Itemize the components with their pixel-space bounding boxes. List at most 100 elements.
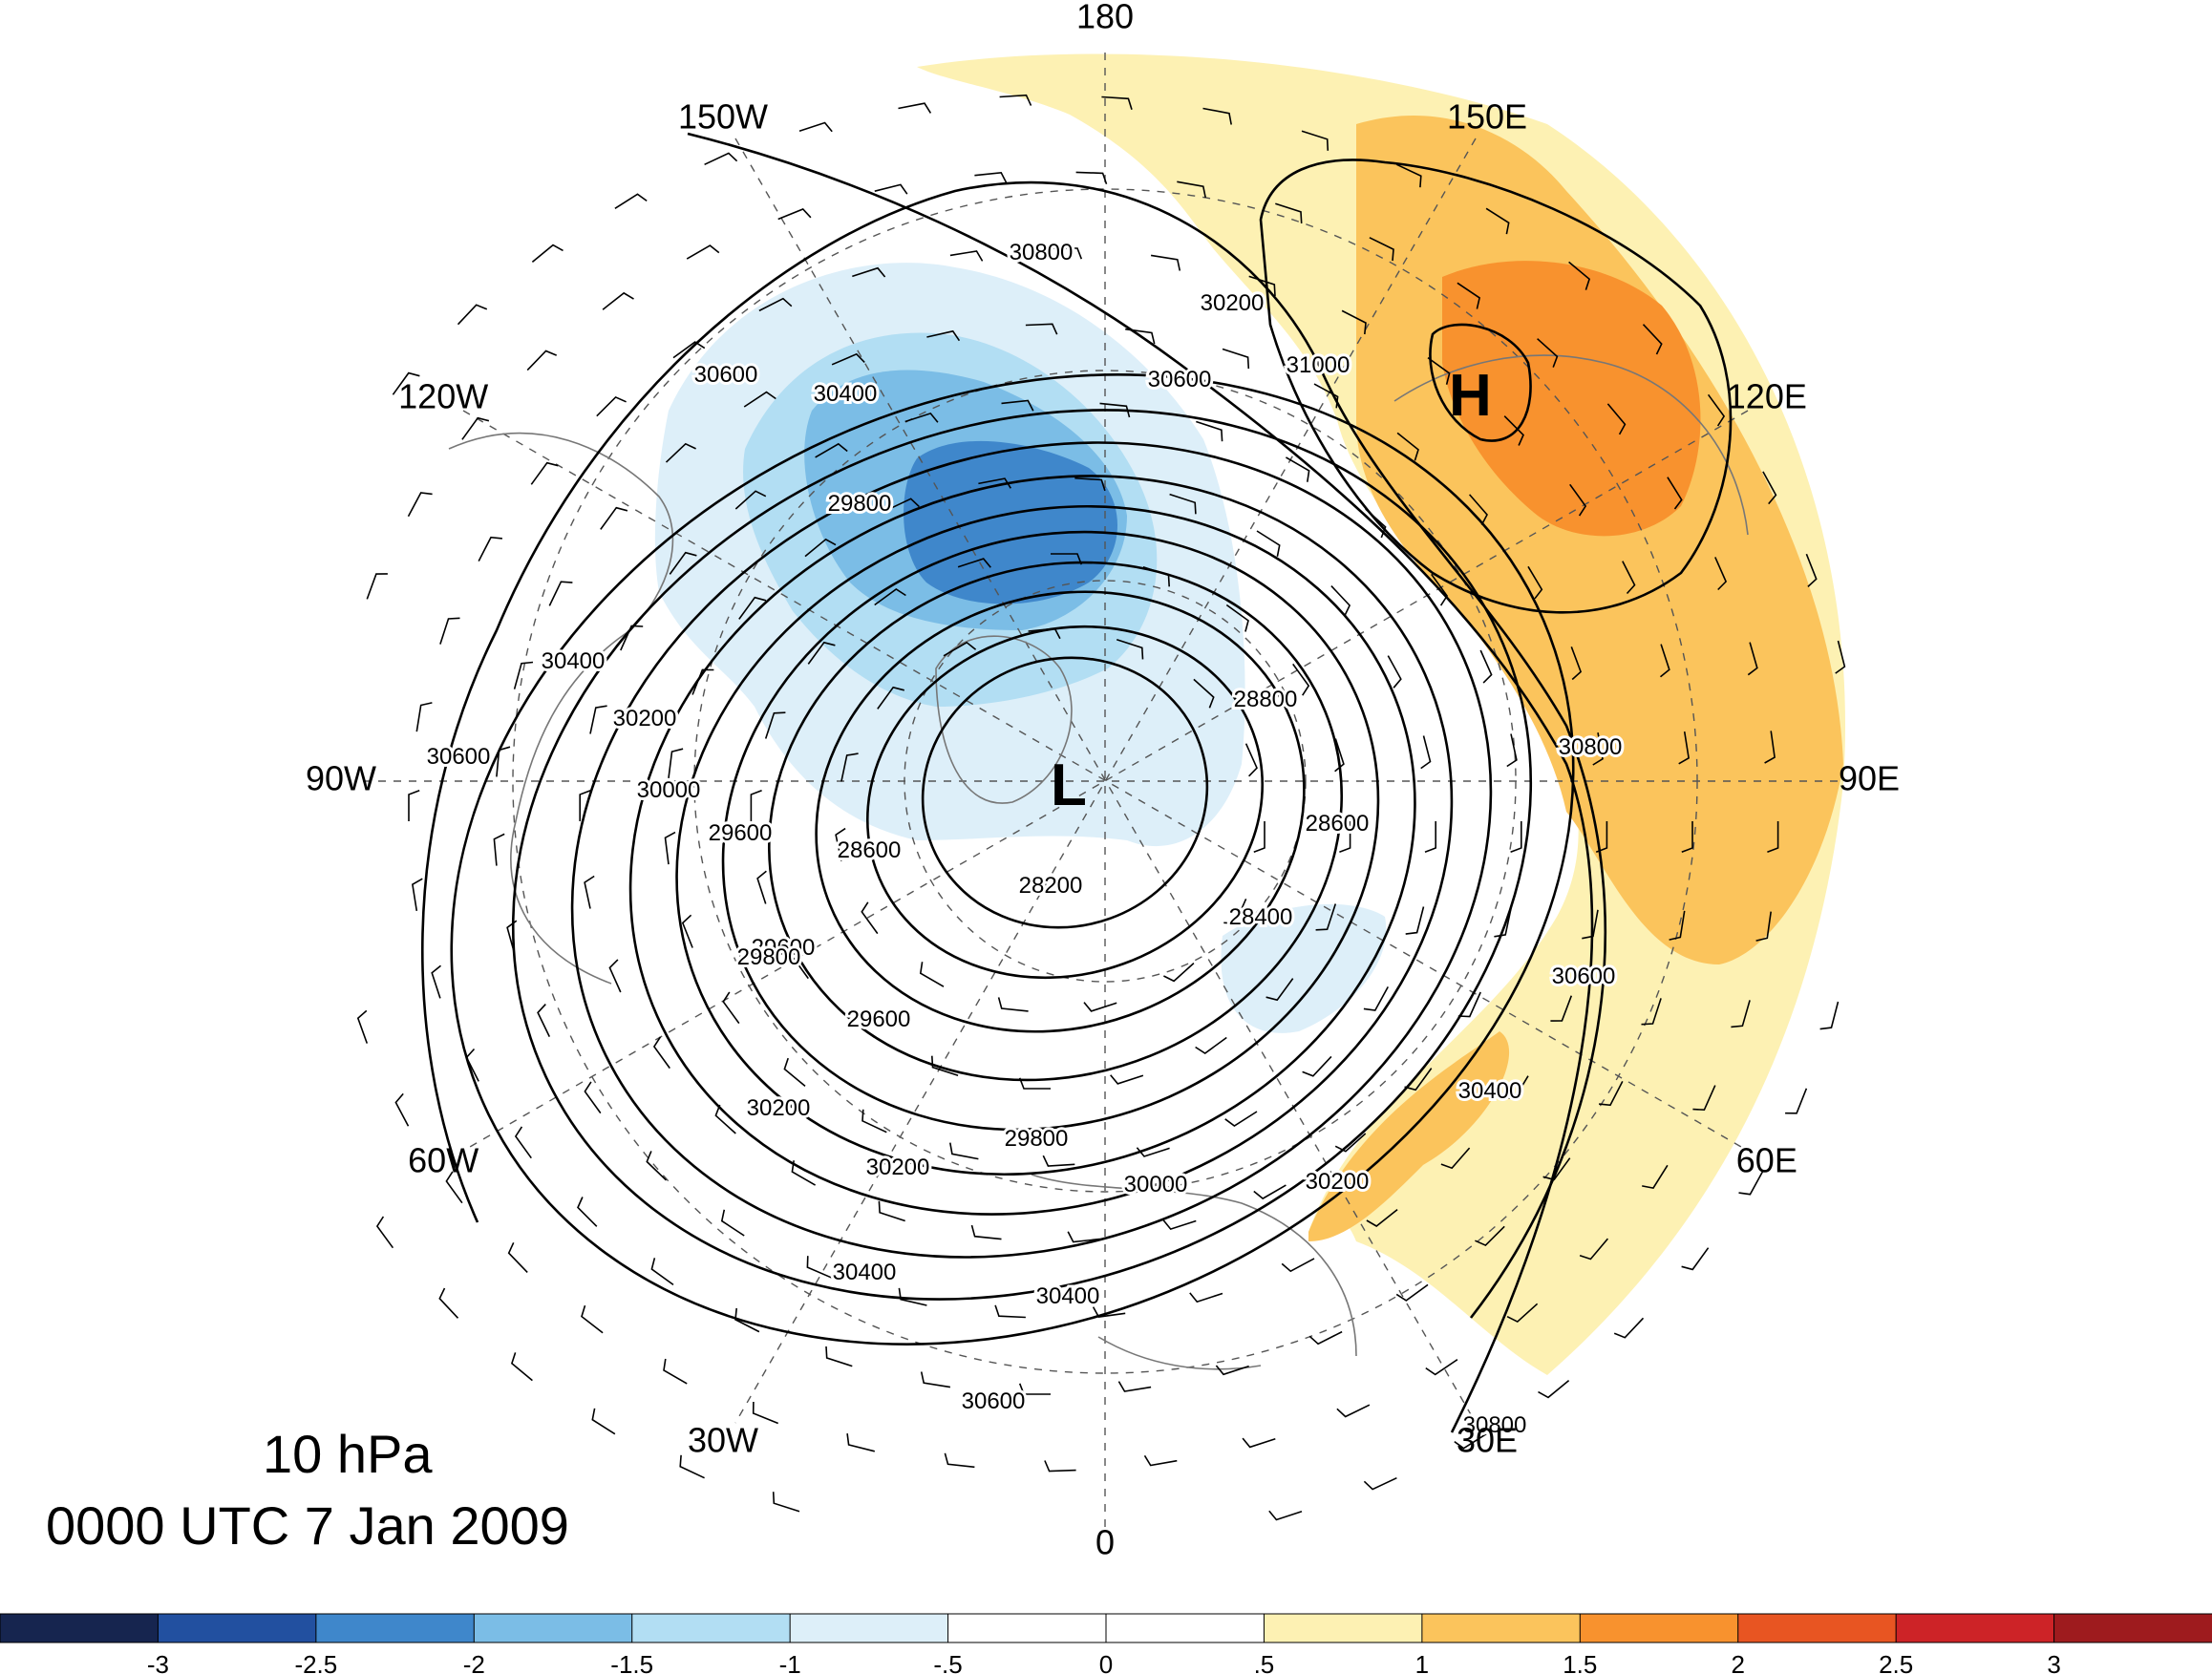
wind-barb — [920, 1371, 951, 1388]
wind-barb — [1244, 743, 1258, 777]
wind-barb — [591, 1408, 616, 1435]
colorbar-tick-label: 2.5 — [1879, 1650, 1913, 1674]
wind-barb — [1018, 1383, 1051, 1395]
wind-barb — [663, 1358, 688, 1385]
contour-value-label: 30600 — [1552, 964, 1616, 989]
wind-barb — [798, 121, 833, 133]
contour-value-label: 29600 — [752, 935, 816, 961]
wind-barb — [1163, 963, 1195, 983]
wind-barb — [1256, 530, 1281, 557]
valid-time-label: 0000 UTC 7 Jan 2009 — [46, 1495, 569, 1556]
wind-barb — [1315, 903, 1337, 931]
wind-barb — [1253, 1184, 1287, 1200]
wind-barb — [734, 1307, 760, 1333]
wind-barb — [602, 291, 634, 310]
wind-barb — [510, 1352, 533, 1382]
wind-barb — [1642, 1164, 1669, 1189]
wind-barb — [1494, 908, 1512, 938]
wind-barb — [720, 1209, 745, 1237]
wind-barb — [526, 350, 558, 371]
colorbar-swatch — [789, 1613, 949, 1643]
longitude-label: 90E — [1839, 759, 1900, 798]
contour-value-label: 30000 — [1124, 1172, 1188, 1197]
wind-barb — [1028, 627, 1061, 640]
colorbar-tick-label: -1.5 — [610, 1650, 653, 1674]
wind-barb — [846, 1432, 875, 1452]
longitude-label: 120E — [1727, 377, 1807, 416]
wind-barb — [1457, 282, 1481, 309]
wind-barb — [1336, 1404, 1371, 1418]
longitude-label: 90W — [306, 759, 376, 798]
wind-barb — [1110, 1074, 1144, 1085]
colorbar-swatch — [473, 1613, 633, 1643]
wind-barb — [1067, 1231, 1100, 1243]
wind-barb — [898, 1287, 927, 1306]
wind-barb — [743, 391, 776, 408]
wind-barb — [1764, 731, 1776, 764]
graticule — [363, 53, 1848, 1528]
wind-barb — [1330, 585, 1351, 617]
wind-barb — [931, 1055, 959, 1077]
wind-barb — [1369, 237, 1394, 262]
wind-barb — [1641, 998, 1662, 1026]
wind-barb — [548, 581, 573, 606]
colorbar-swatch — [1579, 1613, 1739, 1643]
wind-barb — [825, 1346, 853, 1367]
wind-barb — [861, 1109, 887, 1134]
wind-barb — [1169, 493, 1197, 515]
wind-barb — [835, 827, 846, 861]
wind-barb — [1025, 323, 1058, 335]
wind-barb — [861, 901, 879, 935]
colorbar: -3 -2.5 -2 -1.5 -1 -.5 0 .5 1 1.5 2 2.5 3 — [0, 1613, 2212, 1674]
wind-barb — [1301, 130, 1329, 151]
wind-barb — [412, 878, 423, 912]
wind-barb — [804, 538, 837, 558]
colorbar-tick-label: 0 — [1099, 1650, 1113, 1674]
wind-barb — [408, 789, 420, 821]
contour-value-label: 30600 — [1148, 367, 1212, 392]
wind-barb — [1075, 171, 1108, 184]
wind-barb — [1457, 991, 1481, 1018]
contour-value-label: 30400 — [542, 648, 606, 674]
wind-barb — [1738, 1170, 1764, 1196]
wind-barb — [1642, 324, 1663, 355]
wind-barb — [1387, 655, 1402, 689]
wind-barb — [1193, 678, 1215, 709]
contour-value-label: 30000 — [637, 777, 701, 803]
wind-barb — [1819, 1001, 1840, 1030]
wind-barb — [584, 1081, 602, 1114]
wind-barb — [997, 997, 1029, 1012]
contour-value-label: 29800 — [737, 944, 801, 970]
wind-barb — [513, 661, 534, 689]
wind-barb — [1142, 565, 1170, 587]
colorbar-tick-label: .5 — [1254, 1650, 1275, 1674]
wind-barb — [1292, 663, 1310, 696]
longitude-label: 60E — [1736, 1141, 1797, 1180]
longitude-label: 30W — [688, 1420, 758, 1459]
contour-value-label: 30600 — [427, 744, 491, 770]
wind-barb — [493, 833, 505, 866]
wind-barb — [1468, 494, 1488, 525]
wind-barb — [1195, 1036, 1227, 1054]
wind-barb — [1125, 328, 1156, 345]
low-center-label: L — [1051, 752, 1087, 818]
contour-value-label: 30800 — [1463, 1412, 1527, 1438]
wind-barb — [840, 752, 859, 782]
wind-barb — [1692, 1085, 1716, 1112]
wind-barb — [1538, 1379, 1570, 1399]
wind-barb — [1681, 821, 1693, 854]
wind-barb — [783, 1057, 806, 1088]
wind-barb — [669, 551, 697, 575]
wind-barb — [394, 1092, 410, 1127]
contour-value-label: 31000 — [1287, 352, 1351, 378]
wind-barb — [1659, 644, 1670, 678]
wind-barb — [1302, 1055, 1332, 1077]
wind-barb — [457, 304, 488, 326]
wind-barb — [1579, 1238, 1609, 1261]
wind-barb — [686, 244, 720, 260]
colorbar-swatch — [631, 1613, 792, 1643]
wind-barb — [752, 1401, 778, 1425]
wind-barb — [815, 442, 848, 458]
wind-barb — [415, 702, 433, 732]
wind-barb — [507, 1241, 528, 1273]
